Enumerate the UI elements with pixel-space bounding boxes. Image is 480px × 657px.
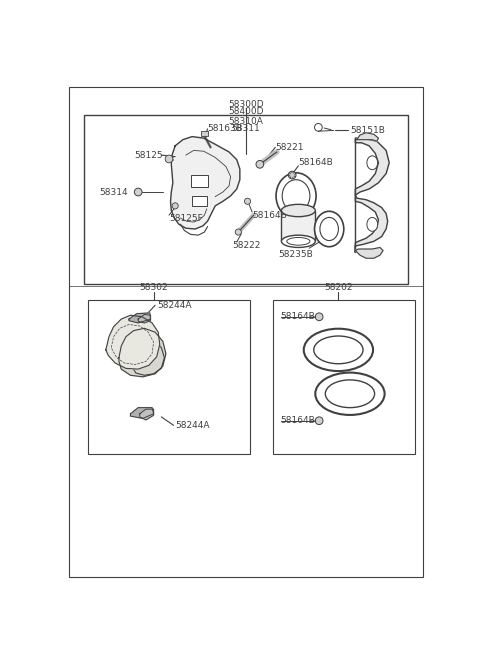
Text: 58164B: 58164B <box>299 158 333 168</box>
Ellipse shape <box>367 217 378 231</box>
Bar <box>88 300 250 454</box>
Ellipse shape <box>314 336 363 364</box>
Ellipse shape <box>325 380 374 407</box>
Polygon shape <box>131 407 154 419</box>
Circle shape <box>134 188 142 196</box>
Text: 58310A: 58310A <box>228 116 264 125</box>
Text: 58222: 58222 <box>232 241 261 250</box>
Text: 58164B: 58164B <box>281 417 315 425</box>
Text: 58400D: 58400D <box>228 107 264 116</box>
Polygon shape <box>355 195 388 252</box>
Text: 58125F: 58125F <box>169 214 203 223</box>
Polygon shape <box>355 248 383 258</box>
Bar <box>84 115 408 284</box>
Ellipse shape <box>281 235 315 248</box>
Ellipse shape <box>281 204 315 217</box>
Circle shape <box>235 229 241 235</box>
Text: 58300D: 58300D <box>228 100 264 108</box>
Polygon shape <box>357 133 378 141</box>
Text: 58125: 58125 <box>134 150 163 160</box>
Circle shape <box>315 417 323 424</box>
Text: 58202: 58202 <box>324 283 353 292</box>
Text: 58311: 58311 <box>232 124 260 133</box>
Circle shape <box>165 155 173 163</box>
Ellipse shape <box>314 212 344 246</box>
Polygon shape <box>355 138 389 195</box>
Circle shape <box>256 160 264 168</box>
Polygon shape <box>129 313 151 323</box>
Text: 58314: 58314 <box>100 187 128 196</box>
Ellipse shape <box>367 156 378 170</box>
Text: 58221: 58221 <box>275 143 304 152</box>
Bar <box>273 300 415 454</box>
Text: 58164B: 58164B <box>281 312 315 321</box>
Ellipse shape <box>276 173 316 219</box>
Text: 58151B: 58151B <box>350 126 385 135</box>
Polygon shape <box>119 328 166 377</box>
Circle shape <box>315 313 323 321</box>
Circle shape <box>288 171 296 179</box>
Text: 58244A: 58244A <box>157 301 192 309</box>
Circle shape <box>172 203 178 209</box>
Polygon shape <box>140 409 154 420</box>
Polygon shape <box>131 340 164 375</box>
Text: 58163B: 58163B <box>207 124 242 133</box>
Bar <box>281 210 315 241</box>
Ellipse shape <box>320 217 338 240</box>
Bar <box>192 196 207 206</box>
Circle shape <box>244 198 251 204</box>
Bar <box>191 175 207 187</box>
Bar <box>201 131 208 136</box>
Text: 58244A: 58244A <box>175 421 210 430</box>
Polygon shape <box>138 315 151 323</box>
Polygon shape <box>106 315 160 369</box>
Ellipse shape <box>287 237 310 245</box>
Text: 58302: 58302 <box>139 283 168 292</box>
Text: 58164B: 58164B <box>252 211 287 219</box>
Polygon shape <box>170 137 240 229</box>
Text: 58235B: 58235B <box>279 250 313 259</box>
Ellipse shape <box>315 373 384 415</box>
Ellipse shape <box>282 180 310 212</box>
Ellipse shape <box>304 328 373 371</box>
